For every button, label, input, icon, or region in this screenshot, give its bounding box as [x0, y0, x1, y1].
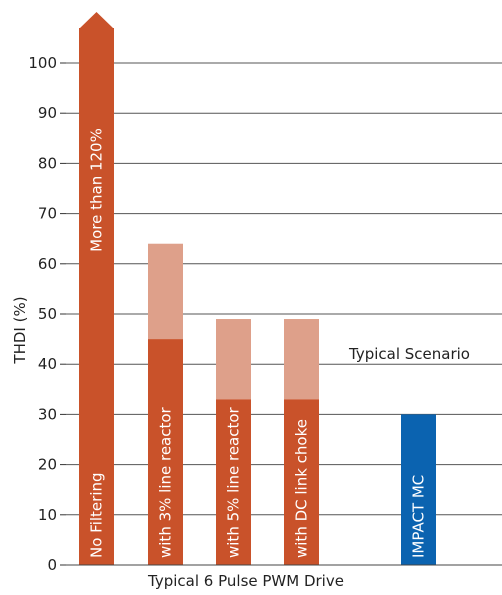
bar-impact-mc [401, 414, 436, 565]
bar-label: with DC link choke [293, 419, 311, 558]
typical-scenario-annotation: Typical Scenario [348, 345, 470, 363]
x-axis-title: Typical 6 Pulse PWM Drive [147, 572, 344, 590]
y-tick-label: 10 [38, 506, 57, 524]
bar-range-upper [284, 319, 319, 400]
bar-label: with 5% line reactor [225, 406, 243, 558]
bar-range-upper [216, 319, 251, 400]
bar-with-dc-link-choke [284, 399, 319, 565]
bars: More than 120% No Filtering with 3% line r… [79, 12, 436, 565]
y-tick-label: 90 [38, 104, 57, 122]
y-tick-label: 100 [28, 54, 57, 72]
y-tick-label: 80 [38, 154, 57, 172]
y-tick-label: 60 [38, 255, 57, 273]
bar-label: IMPACT MC [410, 475, 428, 558]
y-tick-label: 40 [38, 355, 57, 373]
grid-lines [66, 62, 502, 516]
overflow-label: More than 120% [88, 128, 106, 252]
overflow-arrow-icon [79, 12, 114, 29]
y-tick-label: 30 [38, 405, 57, 423]
bar-range-upper [148, 243, 183, 340]
y-tick-label: 50 [38, 305, 57, 323]
y-axis-title: THDI (%) [11, 296, 29, 364]
bar-label: No Filtering [88, 472, 106, 558]
y-tick-label: 20 [38, 456, 57, 474]
bar-no-filtering [79, 28, 114, 565]
y-tick-label: 70 [38, 205, 57, 223]
y-axis: 0 10 20 30 40 50 60 70 80 90 100 [28, 54, 502, 574]
bar-with-3-line-reactor [148, 339, 183, 565]
bar-label: with 3% line reactor [157, 406, 175, 558]
bar-with-5-line-reactor [216, 399, 251, 565]
y-tick-label: 0 [47, 556, 57, 574]
